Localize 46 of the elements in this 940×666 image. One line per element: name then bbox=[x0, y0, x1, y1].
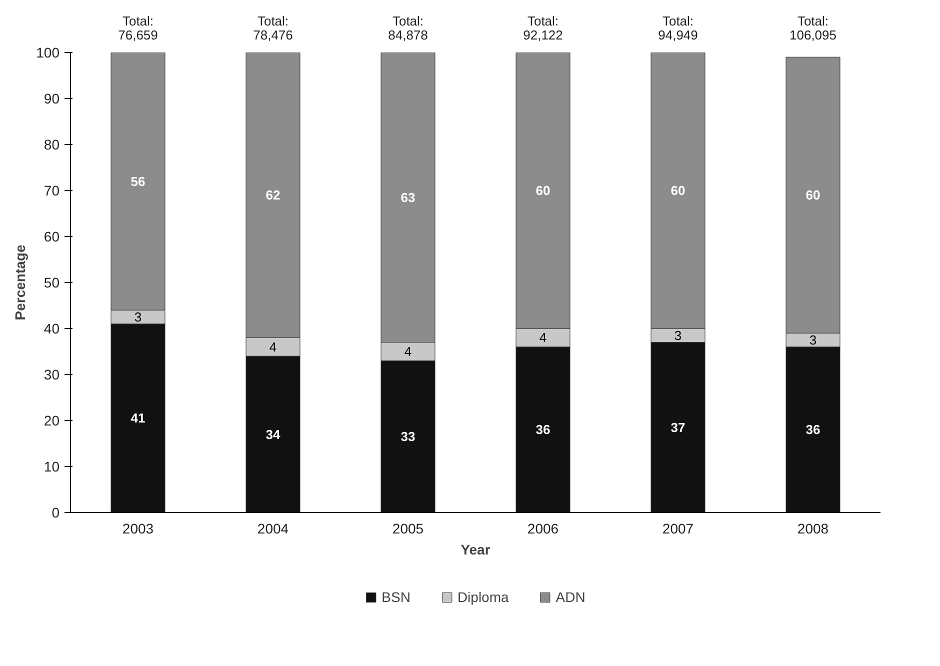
data-label: 4 bbox=[539, 330, 547, 346]
data-label: 3 bbox=[674, 328, 682, 343]
data-label: 3 bbox=[809, 332, 817, 348]
data-label: 34 bbox=[266, 426, 281, 442]
annotation: Total: 84,878 bbox=[388, 13, 428, 42]
data-label: 56 bbox=[130, 174, 146, 189]
y-tick-label: 70 bbox=[44, 182, 60, 198]
data-label: 36 bbox=[806, 422, 820, 438]
x-tick-label: 2004 bbox=[257, 520, 289, 536]
data-label: 41 bbox=[130, 410, 146, 426]
x-tick-label: 2007 bbox=[662, 520, 694, 536]
y-tick-label: 10 bbox=[44, 458, 60, 474]
annotation: Total: 78,476 bbox=[253, 13, 293, 42]
data-label: 37 bbox=[670, 420, 686, 435]
data-label: 33 bbox=[400, 429, 416, 444]
y-axis-title: Percentage bbox=[12, 244, 28, 320]
data-label: 36 bbox=[536, 422, 550, 438]
data-label: 62 bbox=[266, 188, 280, 203]
x-tick-label: 2005 bbox=[392, 520, 424, 536]
legend-label: Diploma bbox=[457, 589, 509, 605]
y-tick-label: 50 bbox=[44, 274, 60, 290]
legend-label: BSN bbox=[382, 589, 410, 605]
y-tick-label: 0 bbox=[52, 504, 60, 520]
annotation: Total: 106,095 bbox=[790, 13, 837, 42]
x-tick-label: 2006 bbox=[527, 520, 559, 536]
y-tick-label: 80 bbox=[44, 136, 60, 152]
data-label: 60 bbox=[806, 188, 820, 203]
y-tick-label: 20 bbox=[44, 412, 60, 428]
annotation: Total: 92,122 bbox=[523, 13, 563, 42]
y-tick-label: 40 bbox=[44, 320, 60, 336]
x-axis-title: Year bbox=[460, 542, 491, 558]
y-tick-label: 30 bbox=[44, 366, 60, 382]
data-label: 63 bbox=[400, 190, 416, 205]
data-label: 3 bbox=[134, 310, 142, 324]
y-tick-label: 90 bbox=[44, 90, 60, 106]
y-tick-label: 100 bbox=[36, 44, 60, 60]
x-tick-label: 2008 bbox=[797, 520, 829, 536]
annotation: Total: 94,949 bbox=[658, 13, 698, 42]
data-label: 60 bbox=[536, 183, 550, 198]
data-label: 60 bbox=[670, 183, 686, 198]
data-label: 4 bbox=[269, 339, 277, 354]
data-label: 4 bbox=[404, 344, 412, 359]
y-tick-label: 60 bbox=[44, 228, 60, 244]
legend-label: ADN bbox=[556, 589, 586, 605]
x-tick-label: 2003 bbox=[122, 520, 154, 536]
annotation: Total: 76,659 bbox=[118, 13, 158, 42]
